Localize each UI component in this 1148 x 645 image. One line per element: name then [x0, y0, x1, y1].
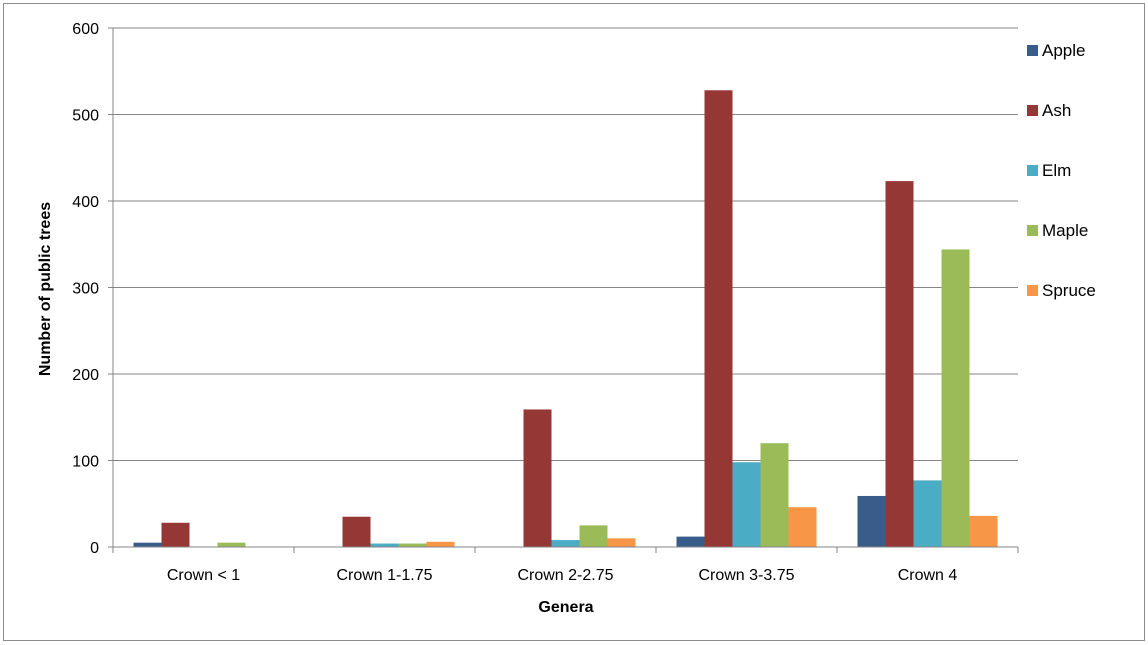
bars — [133, 90, 998, 548]
x-tick-label: Crown 4 — [898, 567, 958, 584]
bar-maple — [760, 443, 789, 547]
x-axis-title: Genera — [538, 599, 593, 616]
y-tick-label: 0 — [90, 540, 99, 557]
y-tick-label: 600 — [72, 21, 99, 38]
bar-spruce — [788, 507, 817, 547]
bar-spruce — [607, 538, 636, 547]
bar-maple — [941, 249, 970, 547]
x-tick-label: Crown 1-1.75 — [336, 567, 432, 584]
x-tick-label: Crown 2-2.75 — [517, 567, 613, 584]
bar-elm — [913, 480, 942, 547]
bar-maple — [398, 543, 427, 547]
legend-label: Ash — [1042, 101, 1071, 120]
legend-label: Apple — [1042, 41, 1085, 60]
legend-label: Maple — [1042, 221, 1088, 240]
y-axis-title: Number of public trees — [37, 202, 54, 376]
legend-label: Elm — [1042, 161, 1071, 180]
legend-swatch — [1027, 225, 1038, 236]
bar-ash — [885, 181, 914, 548]
x-tick-label: Crown 3-3.75 — [698, 567, 794, 584]
legend-swatch — [1027, 285, 1038, 296]
y-tick-label: 200 — [72, 367, 99, 384]
x-tick-label: Crown < 1 — [167, 567, 240, 584]
legend-label: Spruce — [1042, 281, 1096, 300]
bar-apple — [857, 495, 886, 547]
bar-elm — [732, 462, 761, 547]
bar-maple — [217, 542, 246, 547]
legend-swatch — [1027, 165, 1038, 176]
y-tick-label: 500 — [72, 108, 99, 125]
bar-apple — [676, 536, 705, 547]
bar-apple — [133, 542, 162, 547]
bar-ash — [342, 516, 371, 547]
bar-maple — [579, 525, 608, 547]
bar-chart: 0 100 200 300 400 500 600 Crown < 1 Crown 1-1.75… — [37, 21, 1096, 616]
y-tick-label: 400 — [72, 194, 99, 211]
bar-elm — [370, 543, 399, 547]
chart-area: 0 100 200 300 400 500 600 Crown < 1 Crown 1-1.75… — [3, 3, 1145, 641]
bar-elm — [551, 540, 580, 547]
gridlines — [113, 27, 1018, 461]
bar-ash — [523, 409, 552, 547]
bar-ash — [161, 522, 190, 547]
legend: Apple Ash Elm Maple Spruce — [1027, 41, 1096, 300]
axes: 0 100 200 300 400 500 600 Crown < 1 Crown 1-1.75… — [72, 21, 1019, 584]
bar-ash — [704, 90, 733, 547]
bar-spruce — [969, 515, 998, 547]
legend-swatch — [1027, 105, 1038, 116]
bar-spruce — [426, 541, 455, 547]
legend-swatch — [1027, 45, 1038, 56]
y-tick-label: 100 — [72, 454, 99, 471]
y-tick-label: 300 — [72, 281, 99, 298]
